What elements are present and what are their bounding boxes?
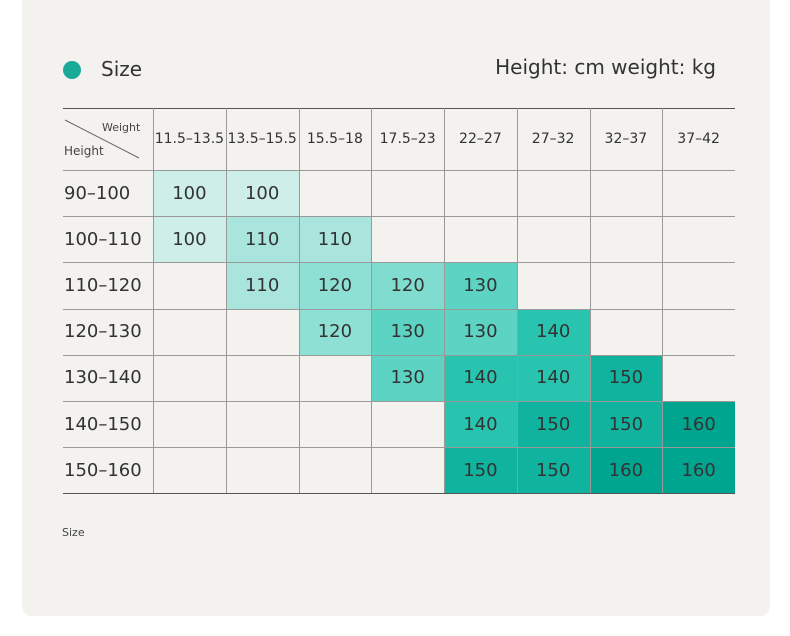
empty-cell: [299, 170, 372, 216]
empty-cell: [299, 447, 372, 493]
empty-cell: [371, 170, 444, 216]
size-cell: 150: [589, 401, 663, 448]
empty-cell: [444, 170, 517, 216]
size-cell: 150: [516, 447, 590, 494]
size-cell: 140: [444, 354, 517, 401]
size-cell: 100: [225, 170, 299, 217]
empty-cell: [226, 447, 299, 493]
row-height-label: 130–140: [64, 367, 142, 389]
column-weight-header: 17.5–23: [379, 131, 436, 147]
grid-line: [63, 262, 735, 264]
size-cell: 140: [516, 354, 590, 401]
grid-line: [371, 108, 373, 494]
grid-line: [298, 108, 300, 494]
empty-cell: [662, 355, 735, 401]
empty-cell: [590, 262, 663, 308]
section-title: Size: [101, 57, 143, 81]
size-cell: 120: [298, 308, 372, 355]
size-cell: 160: [662, 447, 735, 494]
row-height-label: 150–160: [64, 459, 142, 481]
empty-cell: [444, 216, 517, 262]
empty-cell: [371, 447, 444, 493]
empty-cell: [153, 355, 226, 401]
corner-height-label: Height: [64, 144, 104, 158]
size-cell: 100: [153, 216, 226, 263]
grid-line: [153, 108, 154, 494]
empty-cell: [662, 262, 735, 308]
row-height-label: 100–110: [64, 228, 142, 250]
size-cell: 160: [589, 447, 663, 494]
size-cell: 160: [662, 401, 735, 448]
empty-cell: [662, 309, 735, 355]
empty-cell: [226, 309, 299, 355]
size-cell: 120: [298, 262, 372, 309]
row-height-label: 110–120: [64, 274, 142, 296]
row-height-label: 140–150: [64, 413, 142, 435]
size-cell: 140: [516, 308, 590, 355]
size-cell: 140: [444, 401, 517, 448]
size-cell: 130: [371, 308, 444, 355]
grid-line: [63, 170, 735, 171]
empty-cell: [153, 401, 226, 447]
size-cell: 100: [153, 170, 226, 217]
grid-line: [63, 401, 735, 402]
size-cell: 130: [371, 354, 444, 401]
empty-cell: [590, 216, 663, 262]
grid-line: [589, 108, 591, 494]
size-cell: 110: [225, 262, 299, 309]
grid-line: [225, 108, 227, 494]
column-weight-header: 37–42: [677, 131, 720, 147]
grid-line: [63, 447, 735, 449]
column-weight-header: 15.5–18: [306, 131, 363, 147]
size-cell: 110: [225, 216, 299, 263]
corner-diagonal: [64, 119, 140, 159]
size-cell: 130: [444, 262, 517, 309]
empty-cell: [662, 216, 735, 262]
empty-cell: [153, 262, 226, 308]
grid-line: [63, 216, 735, 218]
grid-line: [63, 493, 735, 495]
grid-line: [516, 108, 518, 494]
empty-cell: [371, 216, 444, 262]
units-note: Height: cm weight: kg: [495, 55, 716, 79]
empty-cell: [590, 170, 663, 216]
size-cell: 110: [298, 216, 372, 263]
grid-line: [63, 308, 735, 310]
empty-cell: [517, 262, 590, 308]
empty-cell: [299, 355, 372, 401]
size-cell: 130: [444, 308, 517, 355]
grid-line: [63, 108, 735, 109]
empty-cell: [371, 401, 444, 447]
grid-line: [444, 108, 445, 494]
column-weight-header: 11.5–13.5: [154, 131, 225, 147]
row-height-label: 120–130: [64, 321, 142, 343]
column-weight-header: 13.5–15.5: [227, 131, 297, 147]
footer-label: Size: [62, 526, 85, 539]
empty-cell: [590, 309, 663, 355]
empty-cell: [153, 309, 226, 355]
column-weight-header: 27–32: [531, 131, 575, 147]
empty-cell: [517, 170, 590, 216]
empty-cell: [153, 447, 226, 493]
size-cell: 120: [371, 262, 444, 309]
column-weight-header: 22–27: [459, 131, 502, 147]
size-cell: 150: [589, 354, 663, 401]
grid-line: [63, 354, 735, 356]
row-height-label: 90–100: [64, 182, 131, 204]
bullet-dot-icon: [63, 61, 81, 79]
empty-cell: [662, 170, 735, 216]
empty-cell: [517, 216, 590, 262]
empty-cell: [299, 401, 372, 447]
grid-line: [662, 108, 664, 494]
size-cell: 150: [516, 401, 590, 448]
corner-weight-label: Weight: [102, 121, 141, 134]
size-cell: 150: [444, 447, 517, 494]
empty-cell: [226, 355, 299, 401]
column-weight-header: 32–37: [604, 131, 648, 147]
empty-cell: [226, 401, 299, 447]
